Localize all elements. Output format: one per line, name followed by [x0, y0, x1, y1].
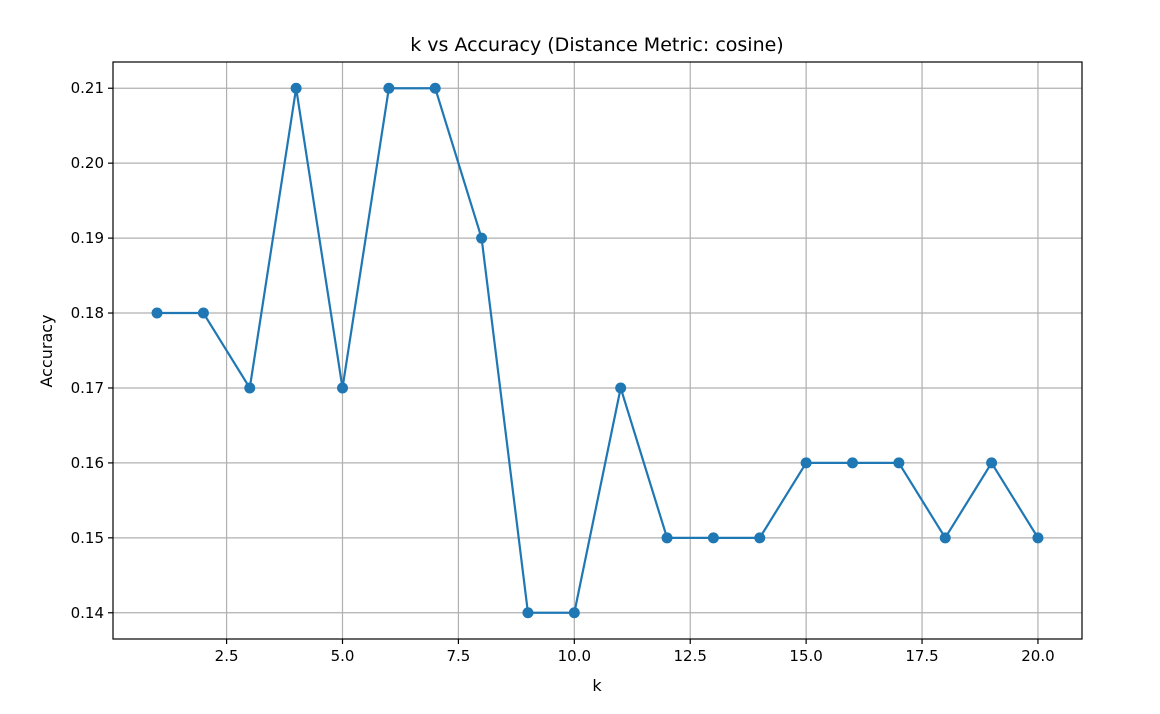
data-point — [568, 607, 580, 619]
data-point — [707, 532, 719, 544]
y-tick-label: 0.18 — [71, 304, 104, 322]
x-tick-label: 17.5 — [905, 647, 938, 665]
y-tick-label: 0.21 — [71, 79, 104, 97]
y-axis-label: Accuracy — [37, 314, 56, 387]
data-point — [1032, 532, 1044, 544]
data-point — [754, 532, 766, 544]
data-point — [615, 382, 627, 394]
data-point — [986, 457, 998, 469]
grid-layer — [113, 62, 1082, 639]
x-tick-label: 2.5 — [215, 647, 239, 665]
x-tick-label: 7.5 — [446, 647, 470, 665]
x-tick-label: 10.0 — [558, 647, 591, 665]
data-point — [939, 532, 951, 544]
data-point — [800, 457, 812, 469]
data-point — [429, 82, 441, 94]
plot-frame — [112, 61, 1083, 640]
y-tick-label: 0.14 — [71, 604, 104, 622]
series-layer — [151, 82, 1044, 619]
y-tick-label: 0.16 — [71, 454, 104, 472]
data-point — [244, 382, 256, 394]
x-tick-label: 20.0 — [1021, 647, 1054, 665]
data-point — [290, 82, 302, 94]
data-point — [847, 457, 858, 469]
series-line — [157, 87, 1039, 614]
y-tick-label: 0.17 — [71, 379, 104, 397]
data-point — [197, 307, 209, 319]
x-tick-label: 5.0 — [331, 647, 355, 665]
x-axis-label: k — [592, 676, 602, 695]
y-tick-label: 0.19 — [71, 229, 104, 247]
data-point — [476, 232, 488, 244]
y-tick-label: 0.15 — [71, 529, 104, 547]
chart-title: k vs Accuracy (Distance Metric: cosine) — [410, 34, 783, 56]
data-point — [661, 532, 673, 544]
x-tick-label: 15.0 — [789, 647, 822, 665]
tick-layer: 2.5 5.0 7.5 10.0 12.5 15.0 17.5 20.0 0.14 0.15 0.1… — [71, 79, 1055, 665]
data-point — [522, 607, 534, 619]
data-point — [383, 82, 395, 94]
y-tick-label: 0.20 — [71, 154, 104, 172]
data-point — [893, 457, 905, 469]
data-point — [151, 307, 163, 319]
x-tick-label: 12.5 — [674, 647, 707, 665]
data-point — [337, 382, 348, 394]
